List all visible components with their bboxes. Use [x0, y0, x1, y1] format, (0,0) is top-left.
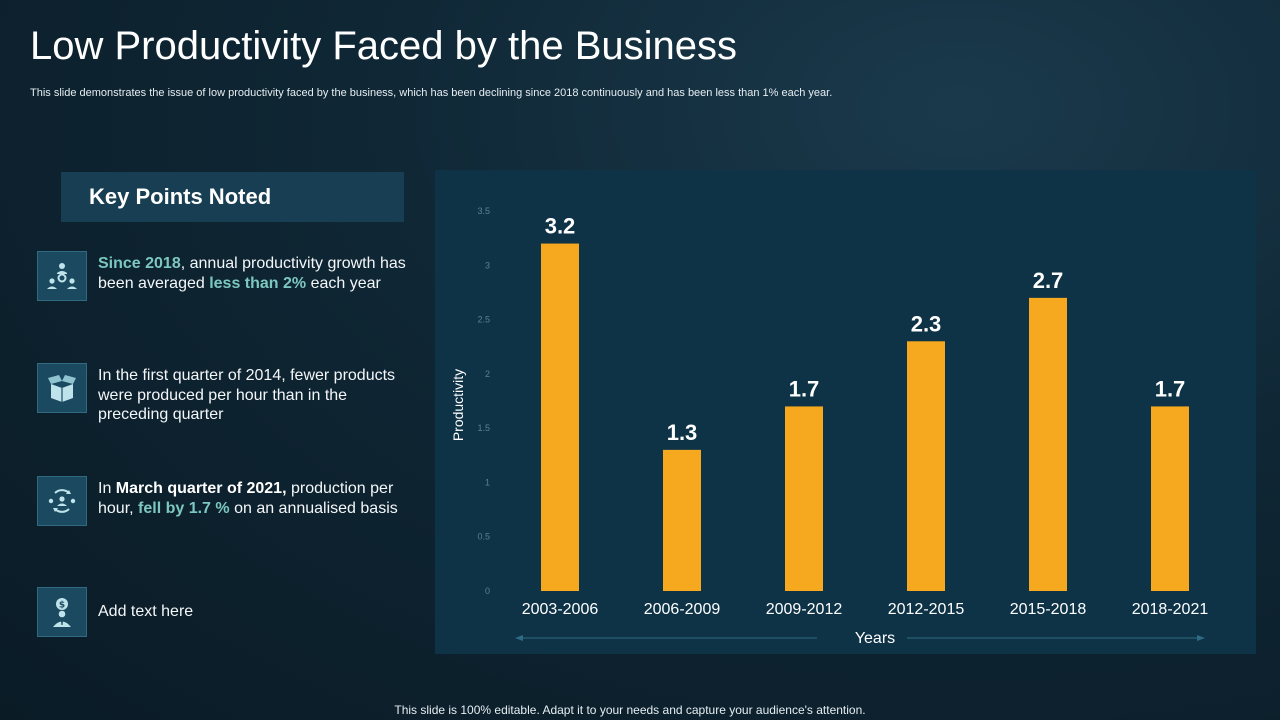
- svg-text:$: $: [59, 601, 65, 611]
- text-run: less than 2%: [209, 274, 307, 292]
- text-run: , annual productivity growth has been av…: [98, 255, 406, 292]
- bar-2015-2018: [1029, 297, 1067, 591]
- y-tick-label: 1: [485, 477, 490, 487]
- x-tick-label: 2006-2009: [644, 601, 721, 618]
- x-tick-label: 2018-2021: [1132, 601, 1209, 618]
- y-tick-label: 0: [485, 586, 490, 596]
- x-tick-label: 2012-2015: [888, 601, 965, 618]
- y-tick-label: 3.5: [477, 206, 490, 216]
- data-label: 2.7: [1033, 268, 1064, 293]
- x-tick-label: 2015-2018: [1010, 601, 1087, 618]
- bar-2003-2006: [541, 243, 579, 592]
- arrow-left-icon: [515, 635, 523, 641]
- text-run: fell by 1.7 %: [138, 499, 230, 517]
- text-run: In: [98, 480, 116, 497]
- businessman-dollar-icon: $: [37, 587, 87, 637]
- y-tick-label: 0.5: [477, 532, 490, 542]
- key-point-1-text: Since 2018, annual productivity growth h…: [98, 254, 408, 293]
- bar-2009-2012: [785, 406, 823, 591]
- arrow-right-icon: [1197, 635, 1205, 641]
- text-run: each year: [306, 274, 381, 292]
- text-run: production per hour,: [98, 480, 394, 517]
- y-tick-label: 1.5: [477, 423, 490, 433]
- data-label: 1.3: [667, 420, 698, 445]
- y-axis-label: Productivity: [450, 369, 466, 441]
- productivity-bar-chart: 0 0.5 1 1.5 2 2.5 3 3.5 3.2 2003-2006 1.3 2006-2009…: [450, 206, 1209, 647]
- data-label: 2.3: [911, 311, 942, 336]
- y-tick-label: 3: [485, 260, 490, 270]
- key-point-4-text: Add text here: [98, 602, 408, 622]
- text-run: on an annualised basis: [229, 499, 398, 517]
- text-run: March quarter of 2021,: [115, 480, 287, 497]
- open-box-icon: [37, 363, 87, 413]
- bar-2018-2021: [1151, 406, 1189, 591]
- key-point-2-text: In the first quarter of 2014, fewer prod…: [98, 366, 408, 425]
- x-tick-label: 2009-2012: [766, 601, 843, 618]
- text-run: Since 2018: [98, 255, 181, 272]
- bar-2012-2015: [907, 341, 945, 591]
- y-tick-label: 2.5: [477, 315, 490, 325]
- y-tick-label: 2: [485, 369, 490, 379]
- productivity-chart-panel: 0 0.5 1 1.5 2 2.5 3 3.5 3.2 2003-2006 1.3 2006-2009…: [435, 170, 1256, 654]
- team-cycle-icon: [37, 476, 87, 526]
- slide-subtitle: This slide demonstrates the issue of low…: [30, 87, 833, 99]
- bar-2006-2009: [663, 449, 701, 591]
- text-run: Add text here: [98, 603, 194, 620]
- key-point-3-text: In March quarter of 2021, production per…: [98, 479, 408, 518]
- x-tick-label: 2003-2006: [522, 601, 599, 618]
- team-gear-icon: [37, 251, 87, 301]
- key-points-header: Key Points Noted: [61, 172, 404, 222]
- slide-footer: This slide is 100% editable. Adapt it to…: [394, 703, 866, 717]
- slide-title: Low Productivity Faced by the Business: [30, 24, 738, 68]
- data-label: 3.2: [545, 214, 576, 239]
- x-axis-label: Years: [855, 630, 895, 647]
- data-label: 1.7: [789, 376, 820, 401]
- text-run: In the first quarter of 2014, fewer prod…: [98, 367, 396, 423]
- data-label: 1.7: [1155, 376, 1186, 401]
